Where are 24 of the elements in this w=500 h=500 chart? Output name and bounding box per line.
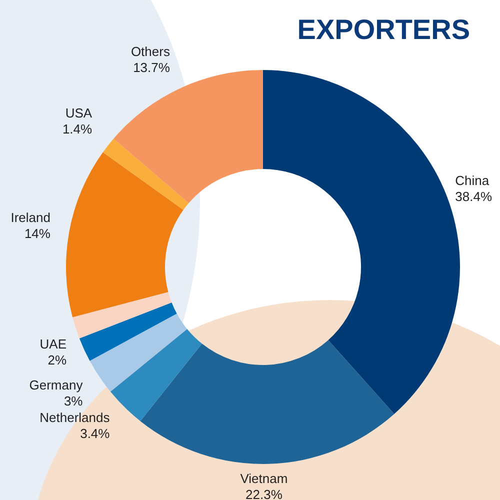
data-label: 14% [24, 226, 51, 241]
data-label: 22.3% [246, 486, 283, 500]
donut-slice [102, 138, 189, 210]
slice-label: Ireland [10, 210, 50, 225]
slice-label: Netherlands [40, 410, 110, 426]
chart-title: EXPORTERS [297, 14, 470, 46]
data-label: 38.4% [455, 188, 492, 204]
donut-slice [72, 292, 172, 338]
donut-slice [90, 314, 188, 392]
data-label: 2% [48, 352, 67, 368]
donut-slice [79, 302, 177, 361]
donut-slice [110, 328, 202, 422]
slice-label: Germany [29, 378, 84, 392]
slice-label: USA [65, 106, 92, 121]
data-label: 3.4% [80, 426, 110, 442]
donut-slice [66, 152, 184, 318]
slice-label: Others [130, 44, 170, 60]
data-label: 1.4% [62, 122, 93, 137]
data-label: 3% [64, 394, 84, 408]
slice-label: China [455, 172, 490, 188]
slice-label: Vietnam [240, 470, 288, 486]
data-label: 13.7% [133, 60, 170, 76]
donut-slice [140, 340, 394, 464]
slice-label: UAE [40, 336, 67, 352]
